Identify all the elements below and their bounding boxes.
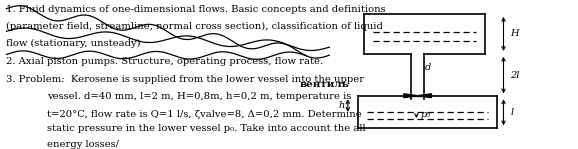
Text: H: H — [510, 29, 519, 38]
Text: static pressure in the lower vessel p₀. Take into account the all: static pressure in the lower vessel p₀. … — [47, 124, 365, 133]
Text: 2. Axial piston pumps. Structure, operating process, flow rate.: 2. Axial piston pumps. Structure, operat… — [6, 56, 324, 66]
Text: (parameter field, streamline, normal cross section), classification of liquid: (parameter field, streamline, normal cro… — [6, 22, 383, 31]
Polygon shape — [417, 94, 431, 98]
Text: d: d — [425, 63, 431, 72]
Text: energy losses/: energy losses/ — [47, 140, 119, 149]
Text: p₀: p₀ — [420, 110, 431, 119]
Text: 3. Problem:  Kerosene is supplied from the lower vessel into the upper: 3. Problem: Kerosene is supplied from th… — [6, 75, 365, 84]
Text: h: h — [339, 101, 345, 110]
Text: 1. Fluid dynamics of one-dimensional flows. Basic concepts and definitions: 1. Fluid dynamics of one-dimensional flo… — [6, 5, 386, 14]
Text: vessel. d=40 mm, l=2 m, H=0,8m, h=0,2 m, temperature is: vessel. d=40 mm, l=2 m, H=0,8m, h=0,2 m,… — [47, 92, 351, 101]
Polygon shape — [404, 94, 417, 98]
Text: t=20°C, flow rate is Q=1 l/s, ζvalve=8, Δ=0,2 mm. Determine: t=20°C, flow rate is Q=1 l/s, ζvalve=8, … — [47, 110, 362, 119]
Text: 2l: 2l — [510, 71, 520, 80]
Text: вентиль: вентиль — [300, 80, 350, 89]
Text: flow (stationary, unsteady): flow (stationary, unsteady) — [6, 39, 141, 48]
Text: l: l — [510, 108, 513, 117]
